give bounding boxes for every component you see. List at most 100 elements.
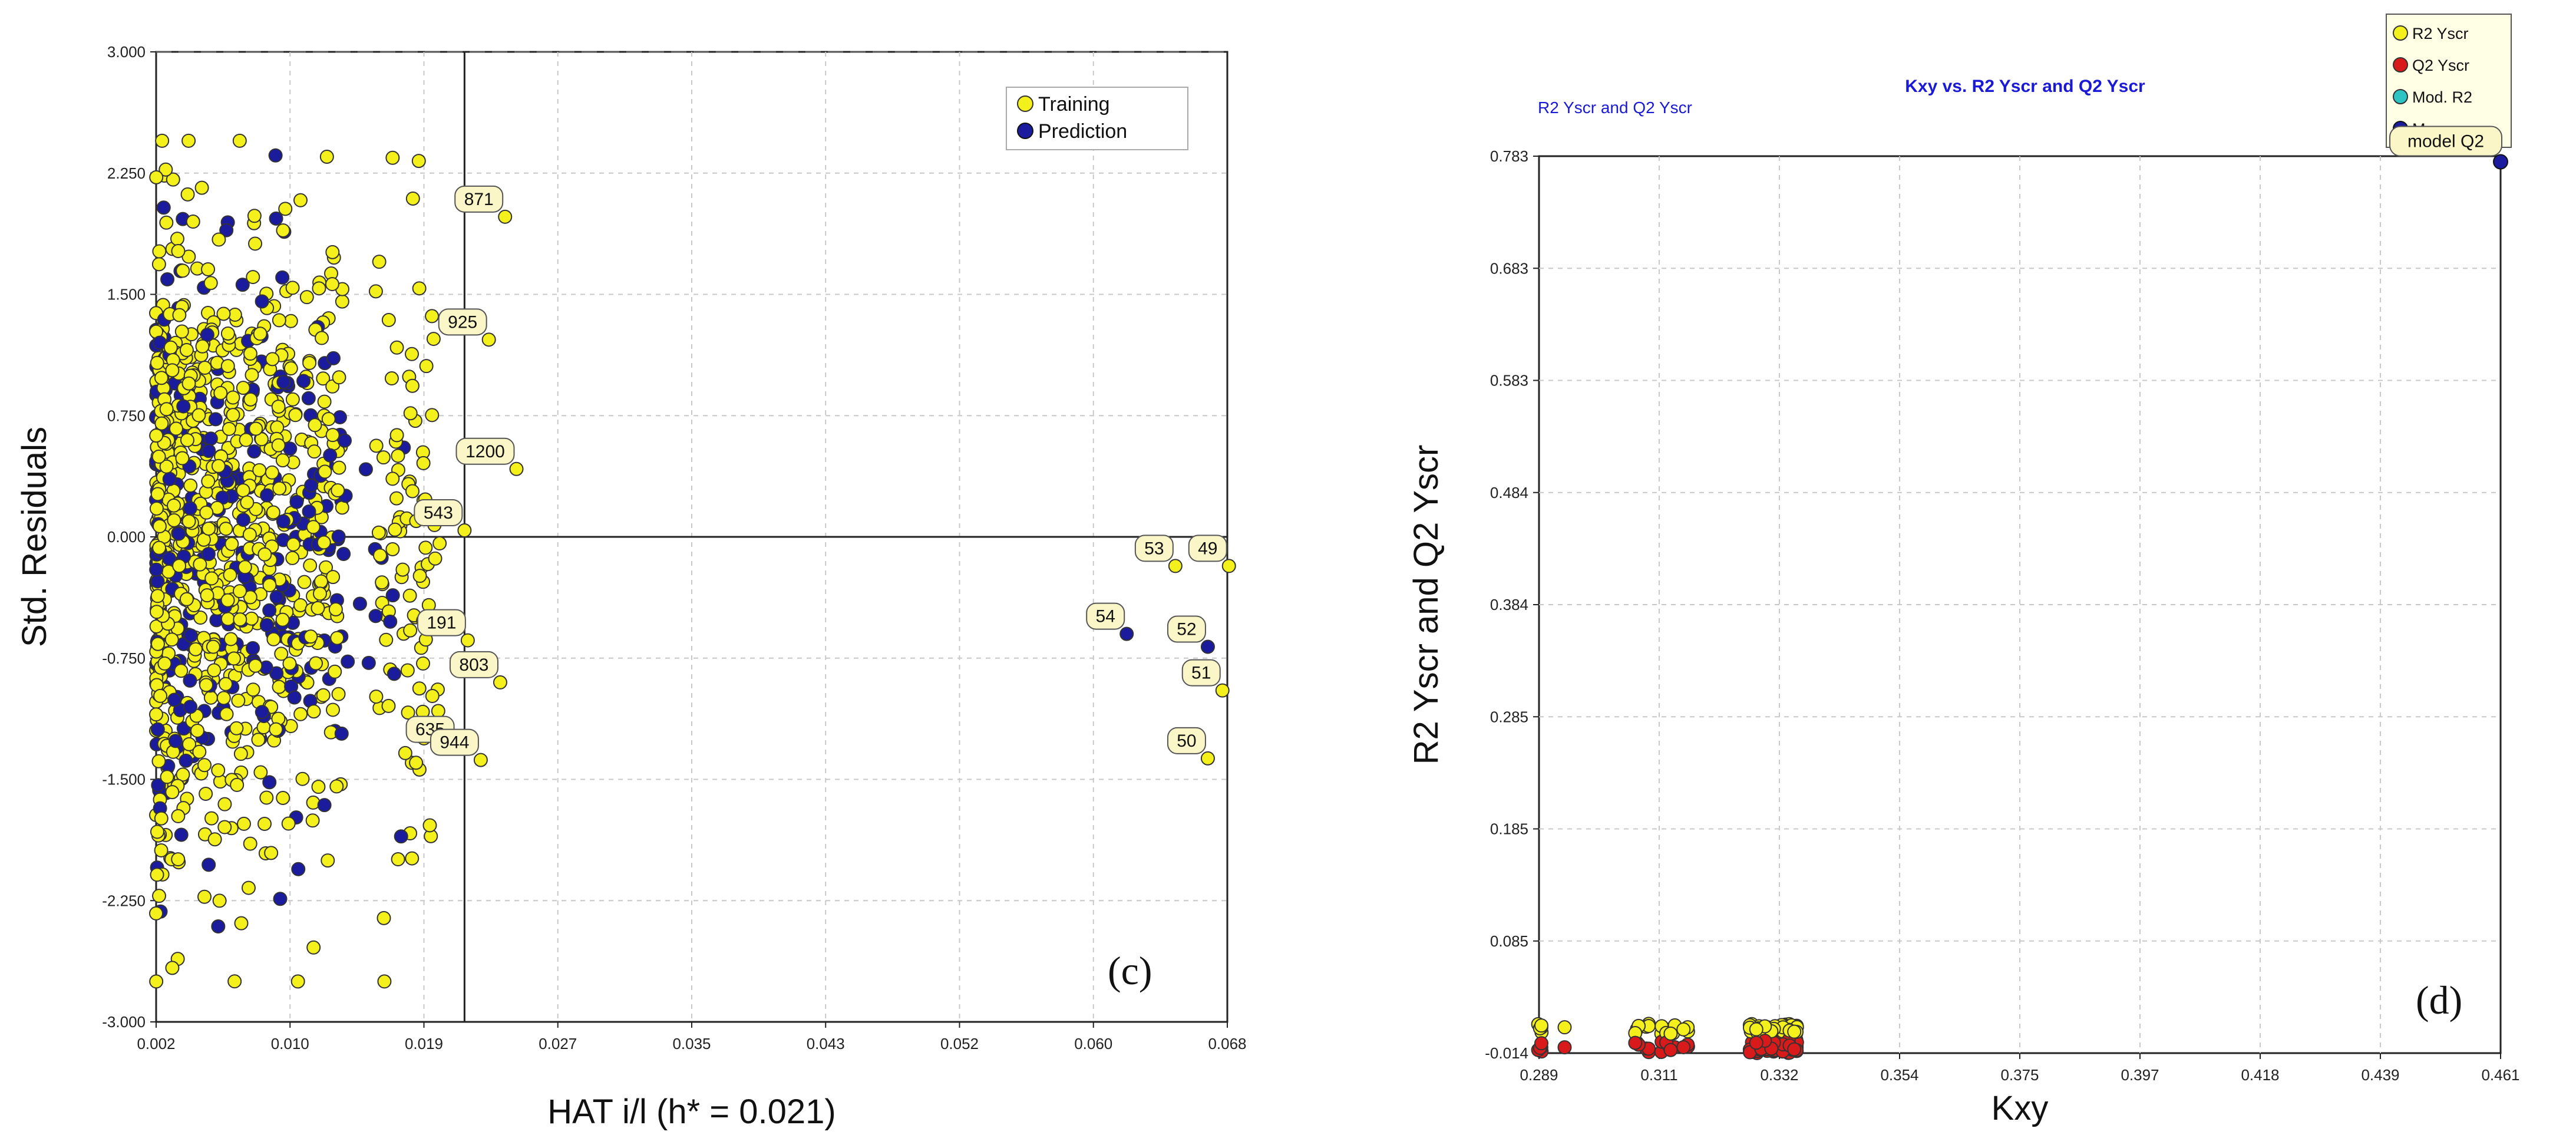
prediction-point — [174, 827, 189, 842]
training-point — [335, 500, 349, 515]
training-point — [199, 678, 213, 692]
prediction-point — [160, 272, 175, 286]
training-point — [271, 400, 286, 414]
y-tick-label: -3.000 — [102, 1013, 146, 1031]
x-tick-label: 0.052 — [940, 1035, 979, 1053]
training-point — [311, 780, 326, 794]
training-point — [150, 636, 165, 651]
training-point — [160, 770, 174, 784]
x-tick-label: 0.311 — [1640, 1066, 1677, 1084]
labeled-point — [473, 753, 488, 767]
training-point — [233, 747, 248, 761]
training-point — [325, 245, 340, 259]
prediction-point — [203, 431, 218, 446]
training-point — [315, 331, 329, 345]
training-point — [371, 525, 386, 540]
prediction-point — [334, 726, 349, 741]
training-point — [295, 771, 310, 786]
legend: Training Prediction — [1006, 87, 1188, 150]
training-point — [217, 820, 232, 834]
prediction-point — [201, 547, 216, 562]
prediction-point — [368, 609, 383, 624]
training-point — [286, 537, 300, 552]
training-point — [152, 889, 167, 903]
training-point — [385, 471, 400, 486]
training-point — [325, 428, 340, 443]
prediction-point — [179, 753, 193, 768]
point-label-box — [1086, 602, 1125, 630]
training-point — [306, 704, 321, 719]
x-axis-title: Kxy — [1992, 1089, 2049, 1127]
training-point — [409, 756, 424, 770]
training-point — [259, 790, 274, 805]
training-point — [290, 974, 305, 989]
training-point — [200, 588, 214, 603]
training-point — [285, 392, 300, 407]
labeled-point — [481, 332, 496, 347]
training-point — [246, 682, 260, 697]
training-point — [212, 232, 226, 247]
x-tick-label: 0.461 — [2481, 1066, 2519, 1084]
x-tick-label: 0.068 — [1208, 1035, 1246, 1053]
legend-modr2-marker — [2393, 89, 2408, 104]
training-point — [389, 428, 404, 443]
training-point — [233, 612, 247, 627]
labeled-point — [1200, 639, 1215, 654]
prediction-point — [162, 551, 177, 566]
training-point — [237, 560, 252, 575]
training-point — [321, 412, 336, 427]
training-point — [317, 394, 332, 409]
point-label-box — [1134, 535, 1174, 562]
training-point — [231, 693, 246, 708]
prediction-point — [162, 471, 177, 486]
training-point — [150, 824, 164, 839]
training-point — [275, 612, 290, 627]
training-point — [230, 777, 245, 792]
tick-labels: 0.289 0.311 0.332 0.354 0.375 0.397 0.418 0.439… — [1485, 147, 2519, 1084]
training-point — [179, 592, 194, 606]
training-point — [203, 276, 218, 291]
training-point — [319, 149, 334, 164]
training-point — [265, 465, 279, 480]
training-point — [192, 744, 207, 759]
training-point — [151, 754, 166, 768]
points — [1531, 154, 2508, 1060]
points — [149, 133, 1236, 989]
prediction-point — [317, 798, 332, 813]
prediction-point — [338, 433, 352, 448]
panel-d-chart: 0.289 0.311 0.332 0.354 0.375 0.397 0.418 0.439… — [1407, 14, 2520, 1127]
training-point — [376, 450, 391, 465]
training-point — [240, 495, 255, 510]
training-point — [369, 690, 384, 704]
q2-yscr-point — [1676, 1040, 1691, 1054]
training-point — [377, 974, 392, 989]
training-point — [149, 605, 164, 619]
training-point — [377, 911, 391, 925]
prediction-point — [150, 722, 165, 737]
training-point — [165, 785, 180, 800]
prediction-point — [168, 734, 183, 748]
training-point — [239, 433, 253, 447]
legend-modr2-label: Mod. R2 — [2412, 88, 2472, 106]
training-point — [283, 314, 298, 328]
training-point — [316, 688, 331, 702]
training-point — [405, 851, 420, 866]
prediction-point — [183, 501, 197, 516]
y-tick-label: -0.014 — [1485, 1044, 1528, 1062]
training-point — [368, 284, 383, 299]
training-point — [325, 277, 339, 292]
training-point — [379, 632, 394, 647]
training-point — [227, 974, 242, 989]
point-label-box — [1167, 727, 1206, 754]
x-tick-label: 0.354 — [1880, 1066, 1918, 1084]
training-point — [151, 449, 166, 464]
training-point — [165, 363, 180, 378]
r2-yscr-point — [1749, 1022, 1763, 1037]
prediction-point — [260, 488, 275, 503]
legend-r2-label: R2 Yscr — [2412, 25, 2469, 42]
model-q2-point — [2493, 154, 2508, 170]
training-point — [416, 456, 431, 470]
point-label: 803 — [459, 655, 488, 675]
training-point — [183, 478, 198, 493]
training-point — [154, 371, 169, 385]
